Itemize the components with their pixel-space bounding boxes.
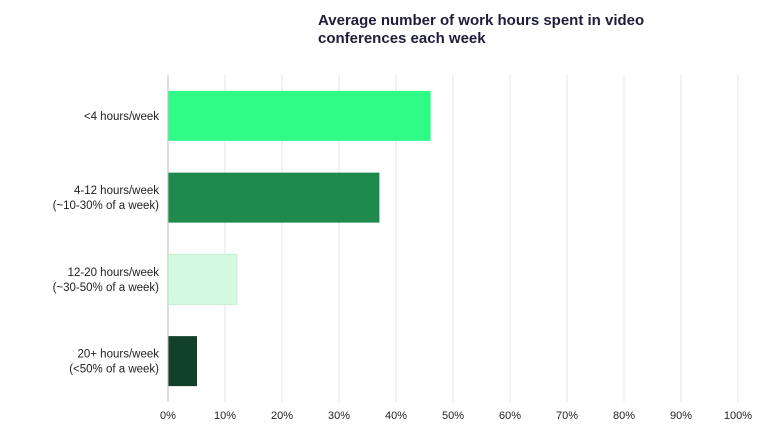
x-tick-label: 30%: [328, 410, 350, 422]
bar: [168, 336, 197, 387]
bars: [168, 90, 431, 387]
chart-title: Average number of work hours spent in vi…: [318, 12, 645, 47]
x-tick-label: 70%: [556, 410, 578, 422]
x-tick-label: 60%: [499, 410, 521, 422]
x-tick-label: 0%: [160, 410, 176, 422]
x-tick-label: 80%: [613, 410, 635, 422]
category-label: 4-12 hours/week: [74, 185, 159, 197]
category-label: (~10-30% of a week): [53, 200, 160, 212]
bar: [168, 253, 238, 305]
category-label: <4 hours/week: [84, 111, 159, 123]
x-tick-label: 50%: [442, 410, 464, 422]
bar: [168, 90, 431, 141]
x-tick-label: 20%: [271, 410, 293, 422]
x-tick-label: 10%: [214, 410, 236, 422]
category-labels: <4 hours/week 4-12 hours/week (~10-30% of …: [53, 111, 160, 376]
category-label: (<50% of a week): [69, 364, 159, 376]
category-label: 20+ hours/week: [77, 349, 159, 361]
x-tick-label: 100%: [724, 410, 752, 422]
category-label: 12-20 hours/week: [68, 267, 160, 279]
category-label: (~30-50% of a week): [53, 282, 160, 294]
bar: [168, 172, 380, 223]
x-tick-label: 40%: [385, 410, 407, 422]
x-tick-label: 90%: [670, 410, 692, 422]
x-tick-labels: 0% 10% 20% 30% 40% 50% 60% 70% 80% 90% 100%: [160, 410, 752, 422]
